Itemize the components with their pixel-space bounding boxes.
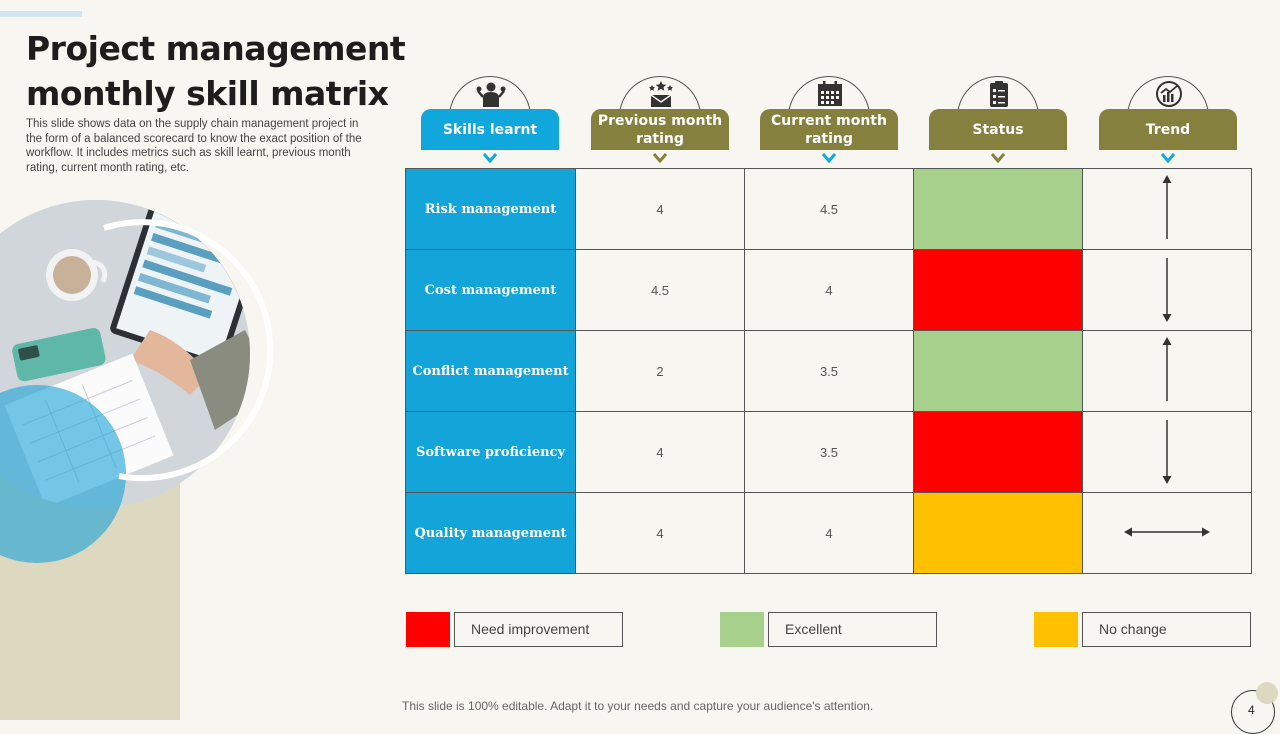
skill-matrix-table: Risk management 4 4.5 Cost management 4.… bbox=[405, 168, 1252, 574]
current-rating-cell: 3.5 bbox=[744, 330, 914, 412]
trend-cell bbox=[1082, 249, 1252, 331]
previous-rating-cell: 2 bbox=[575, 330, 745, 412]
arrow-up-icon bbox=[1162, 336, 1172, 401]
legend-excellent: Excellent bbox=[720, 612, 939, 647]
header-tab-previous-month-rating: Previous month rating bbox=[591, 109, 729, 150]
arrow-down-icon bbox=[1162, 419, 1172, 484]
person-skills-icon bbox=[476, 82, 506, 107]
header-skills-learnt: Skills learnt bbox=[421, 76, 559, 168]
trend-cell bbox=[1082, 411, 1252, 493]
header-status: Status bbox=[929, 76, 1067, 168]
page-number: 4 bbox=[1248, 703, 1255, 717]
top-accent-bar bbox=[0, 11, 82, 17]
clipboard-icon bbox=[990, 81, 1008, 107]
legend-need-improvement: Need improvement bbox=[406, 612, 625, 647]
legend-label: Excellent bbox=[768, 612, 937, 647]
table-row: Quality management 4 4 bbox=[405, 492, 1252, 574]
slide-description: This slide shows data on the supply chai… bbox=[26, 118, 362, 174]
skill-cell: Software proficiency bbox=[405, 411, 576, 493]
previous-rating-cell: 4 bbox=[575, 411, 745, 493]
current-rating-cell: 4 bbox=[744, 492, 914, 574]
table-row: Software proficiency 4 3.5 bbox=[405, 411, 1252, 493]
chevron-down-icon bbox=[653, 153, 667, 163]
previous-rating-cell: 4 bbox=[575, 492, 745, 574]
header-trend: Trend bbox=[1099, 76, 1237, 168]
previous-rating-cell: 4.5 bbox=[575, 249, 745, 331]
header-tab-status: Status bbox=[929, 109, 1067, 150]
status-need-improvement-cell bbox=[913, 411, 1083, 493]
chevron-down-icon bbox=[483, 153, 497, 163]
chevron-down-icon bbox=[1161, 153, 1175, 163]
legend-swatch-yellow bbox=[1034, 612, 1078, 647]
table-row: Risk management 4 4.5 bbox=[405, 168, 1252, 250]
legend-label: No change bbox=[1082, 612, 1251, 647]
chevron-down-icon bbox=[991, 153, 1005, 163]
skill-cell: Conflict management bbox=[405, 330, 576, 412]
legend-label: Need improvement bbox=[454, 612, 623, 647]
previous-rating-cell: 4 bbox=[575, 168, 745, 250]
legend-swatch-red bbox=[406, 612, 450, 647]
table-row: Conflict management 2 3.5 bbox=[405, 330, 1252, 412]
rating-stars-icon bbox=[649, 81, 673, 107]
table-row: Cost management 4.5 4 bbox=[405, 249, 1252, 331]
status-excellent-cell bbox=[913, 330, 1083, 412]
slide-title: Project management monthly skill matrix bbox=[26, 29, 406, 113]
legend-no-change: No change bbox=[1034, 612, 1253, 647]
arrow-down-icon bbox=[1162, 257, 1172, 322]
arrow-up-icon bbox=[1162, 174, 1172, 239]
skill-cell: Risk management bbox=[405, 168, 576, 250]
header-tab-skills-learnt: Skills learnt bbox=[421, 109, 559, 150]
current-rating-cell: 4.5 bbox=[744, 168, 914, 250]
current-rating-cell: 4 bbox=[744, 249, 914, 331]
chevron-down-icon bbox=[822, 153, 836, 163]
skill-cell: Quality management bbox=[405, 492, 576, 574]
header-current-month-rating: Current month rating bbox=[760, 76, 898, 168]
header-tab-trend: Trend bbox=[1099, 109, 1237, 150]
footer-note: This slide is 100% editable. Adapt it to… bbox=[402, 699, 874, 713]
trend-cell bbox=[1082, 168, 1252, 250]
calendar-icon bbox=[818, 81, 842, 106]
skill-cell: Cost management bbox=[405, 249, 576, 331]
trend-chart-icon bbox=[1156, 81, 1182, 107]
status-no-change-cell bbox=[913, 492, 1083, 574]
page-decoration-dot bbox=[1256, 682, 1278, 704]
legend-swatch-green bbox=[720, 612, 764, 647]
current-rating-cell: 3.5 bbox=[744, 411, 914, 493]
arrow-left-right-icon bbox=[1124, 527, 1210, 536]
desk-photo-image bbox=[0, 200, 274, 563]
header-tab-current-month-rating: Current month rating bbox=[760, 109, 898, 150]
status-need-improvement-cell bbox=[913, 249, 1083, 331]
trend-cell bbox=[1082, 492, 1252, 574]
status-excellent-cell bbox=[913, 168, 1083, 250]
trend-cell bbox=[1082, 330, 1252, 412]
header-previous-month-rating: Previous month rating bbox=[591, 76, 729, 168]
